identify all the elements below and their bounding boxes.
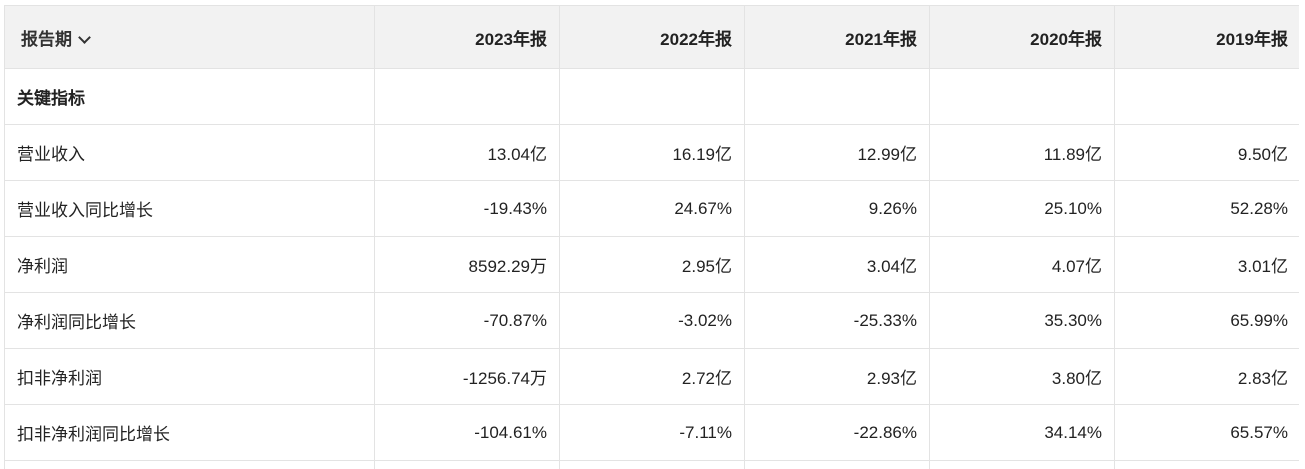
table-cell: -1256.74万: [374, 348, 560, 405]
table-cell: -19.43%: [374, 180, 560, 237]
table-cell: 3.04亿: [744, 236, 930, 293]
financial-indicators-table: 报告期 2023年报 2022年报 2021年报 2020年报 2019年报 关…: [4, 5, 1299, 469]
table-cell: 9.26%: [744, 180, 930, 237]
section-title: 关键指标: [4, 68, 375, 125]
table-cell: [559, 460, 745, 469]
column-header: 2019年报: [1114, 5, 1299, 69]
table-cell: 2.93亿: [744, 348, 930, 405]
table-row: 净利润 8592.29万 2.95亿 3.04亿 4.07亿 3.01亿: [4, 236, 1299, 293]
table-cell: 2.83亿: [1114, 348, 1299, 405]
table-cell: [929, 68, 1115, 125]
table-cell: 35.30%: [929, 292, 1115, 349]
chevron-down-icon: [78, 30, 91, 44]
table-cell: -104.61%: [374, 404, 560, 461]
table-cell: [374, 68, 560, 125]
table-cell: -70.87%: [374, 292, 560, 349]
row-label: 营业收入: [4, 124, 375, 181]
row-label: 净利润: [4, 236, 375, 293]
table-cell: 3.01亿: [1114, 236, 1299, 293]
table-cell: 52.28%: [1114, 180, 1299, 237]
table-cell: [1114, 460, 1299, 469]
table-cell: 65.57%: [1114, 404, 1299, 461]
section-row-key-indicators: 关键指标: [4, 68, 1299, 125]
table-cell: [559, 68, 745, 125]
table-cell: [929, 460, 1115, 469]
table-cell: 2.95亿: [559, 236, 745, 293]
table-cell: 4.07亿: [929, 236, 1115, 293]
table-cell: [1114, 68, 1299, 125]
table-cell: 8592.29万: [374, 236, 560, 293]
table-row: 营业收入同比增长 -19.43% 24.67% 9.26% 25.10% 52.…: [4, 180, 1299, 237]
table-row: 净利润同比增长 -70.87% -3.02% -25.33% 35.30% 65…: [4, 292, 1299, 349]
table-row: 扣非净利润同比增长 -104.61% -7.11% -22.86% 34.14%…: [4, 404, 1299, 461]
table-cell: -25.33%: [744, 292, 930, 349]
table-cell: -22.86%: [744, 404, 930, 461]
column-header: 2023年报: [374, 5, 560, 69]
table-cell: [4, 460, 375, 469]
row-label: 净利润同比增长: [4, 292, 375, 349]
table-header-row: 报告期 2023年报 2022年报 2021年报 2020年报 2019年报: [4, 5, 1299, 69]
table-row-cut-off: [4, 460, 1299, 469]
table-cell: [744, 68, 930, 125]
table-cell: 11.89亿: [929, 124, 1115, 181]
table-cell: [374, 460, 560, 469]
table-cell: -3.02%: [559, 292, 745, 349]
financial-table-container: 报告期 2023年报 2022年报 2021年报 2020年报 2019年报 关…: [4, 5, 1299, 469]
row-label: 扣非净利润同比增长: [4, 404, 375, 461]
table-cell: 12.99亿: [744, 124, 930, 181]
column-header: 2021年报: [744, 5, 930, 69]
table-cell: 3.80亿: [929, 348, 1115, 405]
row-label: 扣非净利润: [4, 348, 375, 405]
table-cell: 25.10%: [929, 180, 1115, 237]
report-period-label: 报告期: [21, 29, 72, 49]
table-cell: 34.14%: [929, 404, 1115, 461]
table-cell: [744, 460, 930, 469]
table-cell: 65.99%: [1114, 292, 1299, 349]
table-cell: 16.19亿: [559, 124, 745, 181]
column-header: 2022年报: [559, 5, 745, 69]
table-cell: 2.72亿: [559, 348, 745, 405]
table-cell: 9.50亿: [1114, 124, 1299, 181]
table-row: 扣非净利润 -1256.74万 2.72亿 2.93亿 3.80亿 2.83亿: [4, 348, 1299, 405]
column-header: 2020年报: [929, 5, 1115, 69]
row-label: 营业收入同比增长: [4, 180, 375, 237]
table-cell: 13.04亿: [374, 124, 560, 181]
table-cell: -7.11%: [559, 404, 745, 461]
table-cell: 24.67%: [559, 180, 745, 237]
table-row: 营业收入 13.04亿 16.19亿 12.99亿 11.89亿 9.50亿: [4, 124, 1299, 181]
report-period-dropdown[interactable]: 报告期: [4, 5, 375, 69]
